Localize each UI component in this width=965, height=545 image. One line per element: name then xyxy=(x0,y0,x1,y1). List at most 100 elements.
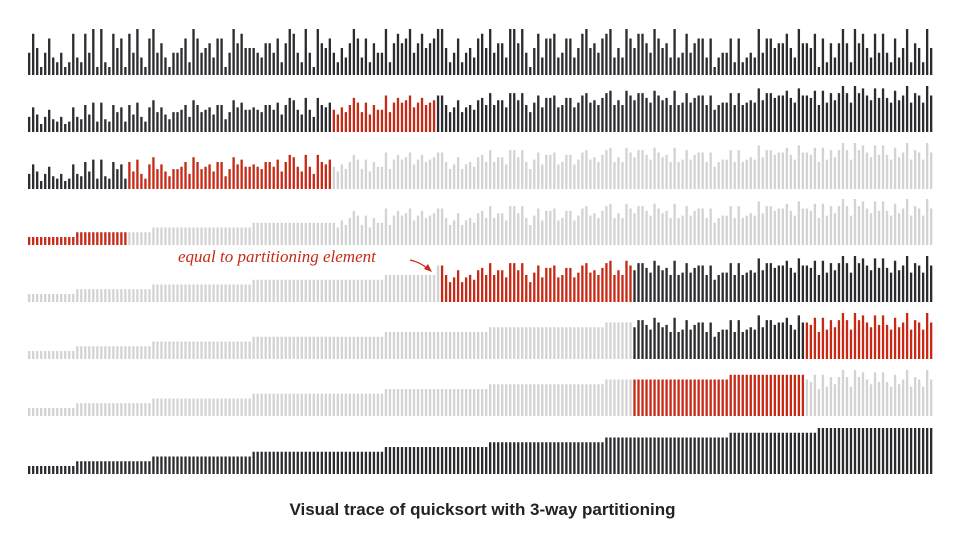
array-bar xyxy=(881,428,885,474)
array-bar xyxy=(777,152,780,189)
array-bar xyxy=(565,38,568,75)
array-bar xyxy=(717,162,720,189)
array-bar xyxy=(525,442,528,474)
array-bar xyxy=(232,456,235,474)
array-bar xyxy=(184,38,187,75)
array-bar xyxy=(749,157,752,189)
array-bar xyxy=(176,341,179,359)
array-bar xyxy=(264,393,267,416)
array-bar xyxy=(180,341,183,359)
array-bar xyxy=(653,29,656,75)
array-bar xyxy=(60,237,63,245)
array-bar xyxy=(248,456,251,474)
array-bar xyxy=(749,270,752,302)
array-bar xyxy=(84,346,87,359)
array-bar xyxy=(368,451,372,474)
array-bar xyxy=(128,461,131,474)
array-bar xyxy=(529,442,532,474)
array-bar xyxy=(296,336,299,359)
array-bar xyxy=(689,437,692,474)
array-bar xyxy=(589,48,592,75)
array-bar xyxy=(881,258,885,303)
array-bar xyxy=(625,203,628,245)
array-bar xyxy=(376,279,380,302)
array-bar xyxy=(641,206,644,246)
array-bar xyxy=(28,173,31,190)
array-bar xyxy=(112,461,115,474)
array-bar xyxy=(140,57,143,75)
array-bar xyxy=(777,432,780,474)
array-bar xyxy=(857,320,861,360)
array-bar xyxy=(312,222,315,245)
array-bar xyxy=(733,162,736,189)
array-bar xyxy=(292,451,295,474)
array-bar xyxy=(765,150,768,190)
array-bar xyxy=(184,398,187,416)
array-bar xyxy=(561,384,564,416)
array-bar xyxy=(609,437,612,474)
array-bar xyxy=(392,389,396,416)
array-bar xyxy=(817,67,821,75)
array-bar xyxy=(737,374,740,416)
array-bar xyxy=(545,97,548,133)
array-bar xyxy=(689,215,692,246)
array-bar xyxy=(749,52,752,75)
array-bar xyxy=(509,29,512,75)
array-bar xyxy=(472,57,476,75)
array-bar xyxy=(813,317,817,359)
array-bar xyxy=(733,62,736,75)
array-bar xyxy=(376,451,380,474)
array-bar xyxy=(841,256,845,302)
array-bar xyxy=(769,206,772,246)
array-bar xyxy=(72,408,75,416)
array-bar xyxy=(609,90,612,132)
array-bar xyxy=(32,237,35,245)
array-bar xyxy=(228,169,231,190)
array-bar xyxy=(388,275,392,302)
array-bar xyxy=(581,208,584,245)
array-bar xyxy=(521,29,524,75)
array-bar xyxy=(104,289,107,302)
array-bar xyxy=(28,351,31,359)
array-bar xyxy=(356,336,360,359)
array-bar xyxy=(569,384,572,416)
array-bar xyxy=(44,52,47,75)
array-bar xyxy=(88,461,91,474)
array-bar xyxy=(637,437,640,474)
array-bar xyxy=(116,289,119,302)
array-bar xyxy=(112,162,115,189)
array-bar xyxy=(372,279,376,302)
array-bar xyxy=(192,398,195,416)
array-bar xyxy=(408,275,412,302)
array-bar xyxy=(693,43,696,75)
array-bar xyxy=(384,152,388,189)
array-bar xyxy=(88,403,91,416)
array-bar xyxy=(889,215,893,246)
array-bar xyxy=(148,38,151,75)
array-bar xyxy=(645,267,648,303)
array-bar xyxy=(312,336,315,359)
array-bar xyxy=(400,159,404,190)
array-bar xyxy=(392,159,396,190)
array-bar xyxy=(889,386,893,417)
array-bar xyxy=(316,336,319,359)
array-bar xyxy=(136,346,139,359)
array-bar xyxy=(64,67,67,75)
array-bar xyxy=(841,143,845,189)
array-bar xyxy=(476,270,480,302)
array-bar xyxy=(789,48,793,75)
array-bar xyxy=(657,38,660,75)
array-bar xyxy=(456,447,460,474)
array-bar xyxy=(160,107,163,133)
array-bar xyxy=(845,377,849,417)
array-bar xyxy=(148,289,151,302)
array-bar xyxy=(416,159,420,190)
array-bar xyxy=(701,152,704,189)
array-bar xyxy=(172,284,175,302)
array-bar xyxy=(661,270,664,302)
array-bar xyxy=(456,100,460,132)
array-bar xyxy=(481,210,484,246)
array-bar xyxy=(244,227,247,245)
array-bar xyxy=(773,48,776,75)
array-bar xyxy=(304,393,307,416)
